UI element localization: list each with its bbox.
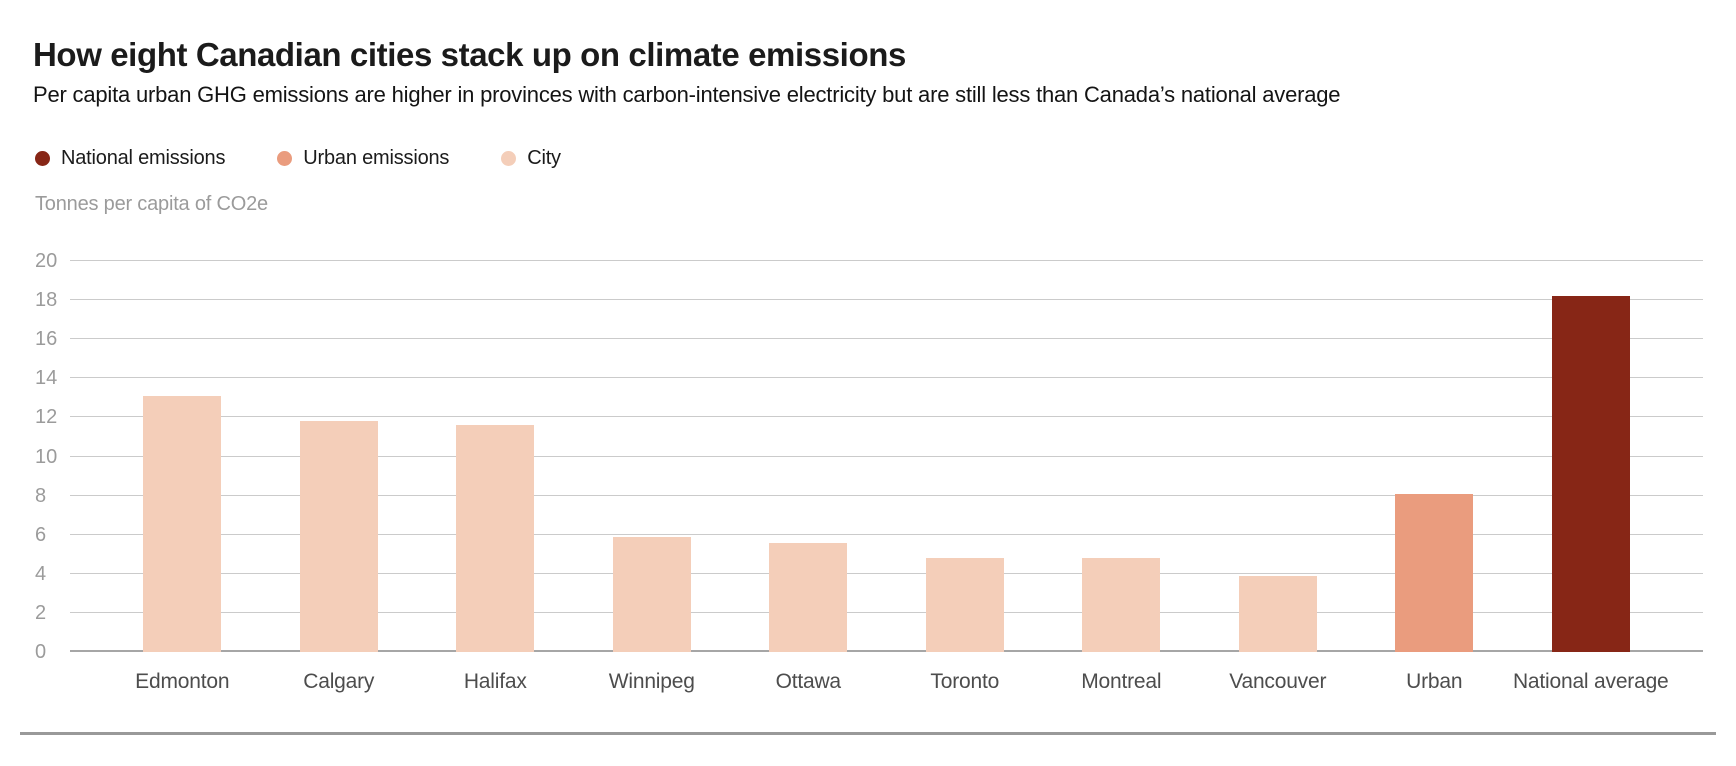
bar-slot-halifax	[417, 261, 574, 652]
gridline-y-2: 2	[35, 603, 1703, 623]
y-tick-label: 20	[35, 250, 58, 272]
x-label-montreal: Montreal	[1081, 670, 1162, 693]
x-label-national-average: National average	[1512, 670, 1669, 693]
gridline-y-8: 8	[35, 486, 1703, 506]
bar-toronto	[925, 558, 1004, 652]
bar-slot-winnipeg	[574, 261, 731, 652]
bar-urban	[1395, 493, 1474, 652]
x-label-edmonton: Edmonton	[135, 670, 230, 693]
bar-slot-calgary	[261, 261, 418, 652]
legend-item-national-emissions: National emissions	[35, 147, 225, 170]
y-tick-label: 14	[35, 367, 58, 390]
bar-calgary	[299, 421, 378, 652]
gridline-y-0: 0	[35, 642, 1703, 662]
chart-subtitle: Per capita urban GHG emissions are highe…	[33, 82, 1341, 107]
gridline-y-6: 6	[35, 525, 1703, 545]
x-label-ottawa: Ottawa	[775, 670, 842, 693]
bar-slot-urban	[1356, 261, 1513, 652]
x-label-toronto: Toronto	[930, 670, 1000, 693]
y-tick-label: 18	[35, 289, 58, 312]
legend: National emissions Urban emissions City	[35, 147, 561, 170]
bar-slot-national-average	[1513, 261, 1670, 652]
y-tick-label: 10	[35, 445, 58, 468]
legend-label: City	[527, 147, 561, 169]
bar-winnipeg	[612, 536, 691, 652]
legend-item-urban-emissions: Urban emissions	[277, 147, 449, 170]
chart-title: How eight Canadian cities stack up on cl…	[33, 36, 906, 74]
y-tick-label: 12	[35, 406, 58, 429]
x-label-urban: Urban	[1406, 670, 1463, 693]
gridline-y-12: 12	[35, 407, 1703, 427]
bar-vancouver	[1238, 575, 1317, 652]
bar-slot-montreal	[1043, 261, 1200, 652]
bar-slot-edmonton	[104, 261, 261, 652]
y-axis-title: Tonnes per capita of CO2e	[35, 193, 268, 215]
x-label-vancouver: Vancouver	[1229, 670, 1327, 693]
gridline-y-14: 14	[35, 368, 1703, 388]
gridline-y-20: 20	[35, 251, 1703, 271]
legend-item-city: City	[501, 147, 561, 170]
bar-national-average	[1551, 296, 1630, 652]
y-tick-label: 4	[35, 562, 47, 585]
bar-edmonton	[143, 395, 222, 652]
x-label-halifax: Halifax	[463, 670, 527, 693]
x-label-winnipeg: Winnipeg	[608, 670, 695, 693]
bar-slot-ottawa	[730, 261, 887, 652]
y-tick-label: 16	[35, 328, 58, 351]
x-axis-labels: Edmonton Calgary Halifax Winnipeg Ottawa Toro…	[70, 670, 1703, 694]
legend-dot-icon	[35, 151, 50, 166]
y-tick-label: 0	[35, 641, 47, 663]
bar-montreal	[1082, 558, 1161, 652]
bar-slot-vancouver	[1200, 261, 1357, 652]
gridline-y-10: 10	[35, 447, 1703, 467]
y-tick-label: 6	[35, 523, 47, 546]
bar-ottawa	[769, 542, 848, 652]
legend-dot-icon	[501, 151, 517, 166]
y-tick-label: 2	[35, 601, 47, 624]
legend-label: National emissions	[61, 147, 226, 169]
plot-area: 0 2 4 6 8 10 12 14 16 18 20	[35, 251, 1703, 662]
bars-container	[70, 261, 1703, 652]
legend-dot-icon	[277, 151, 293, 166]
gridline-y-18: 18	[35, 290, 1703, 310]
footer-divider	[20, 732, 1716, 735]
x-label-calgary: Calgary	[303, 670, 375, 693]
bar-halifax	[456, 425, 535, 652]
gridline-y-16: 16	[35, 329, 1703, 349]
bar-slot-toronto	[887, 261, 1044, 652]
gridline-y-4: 4	[35, 564, 1703, 584]
legend-label: Urban emissions	[303, 147, 450, 169]
y-tick-label: 8	[35, 484, 47, 507]
